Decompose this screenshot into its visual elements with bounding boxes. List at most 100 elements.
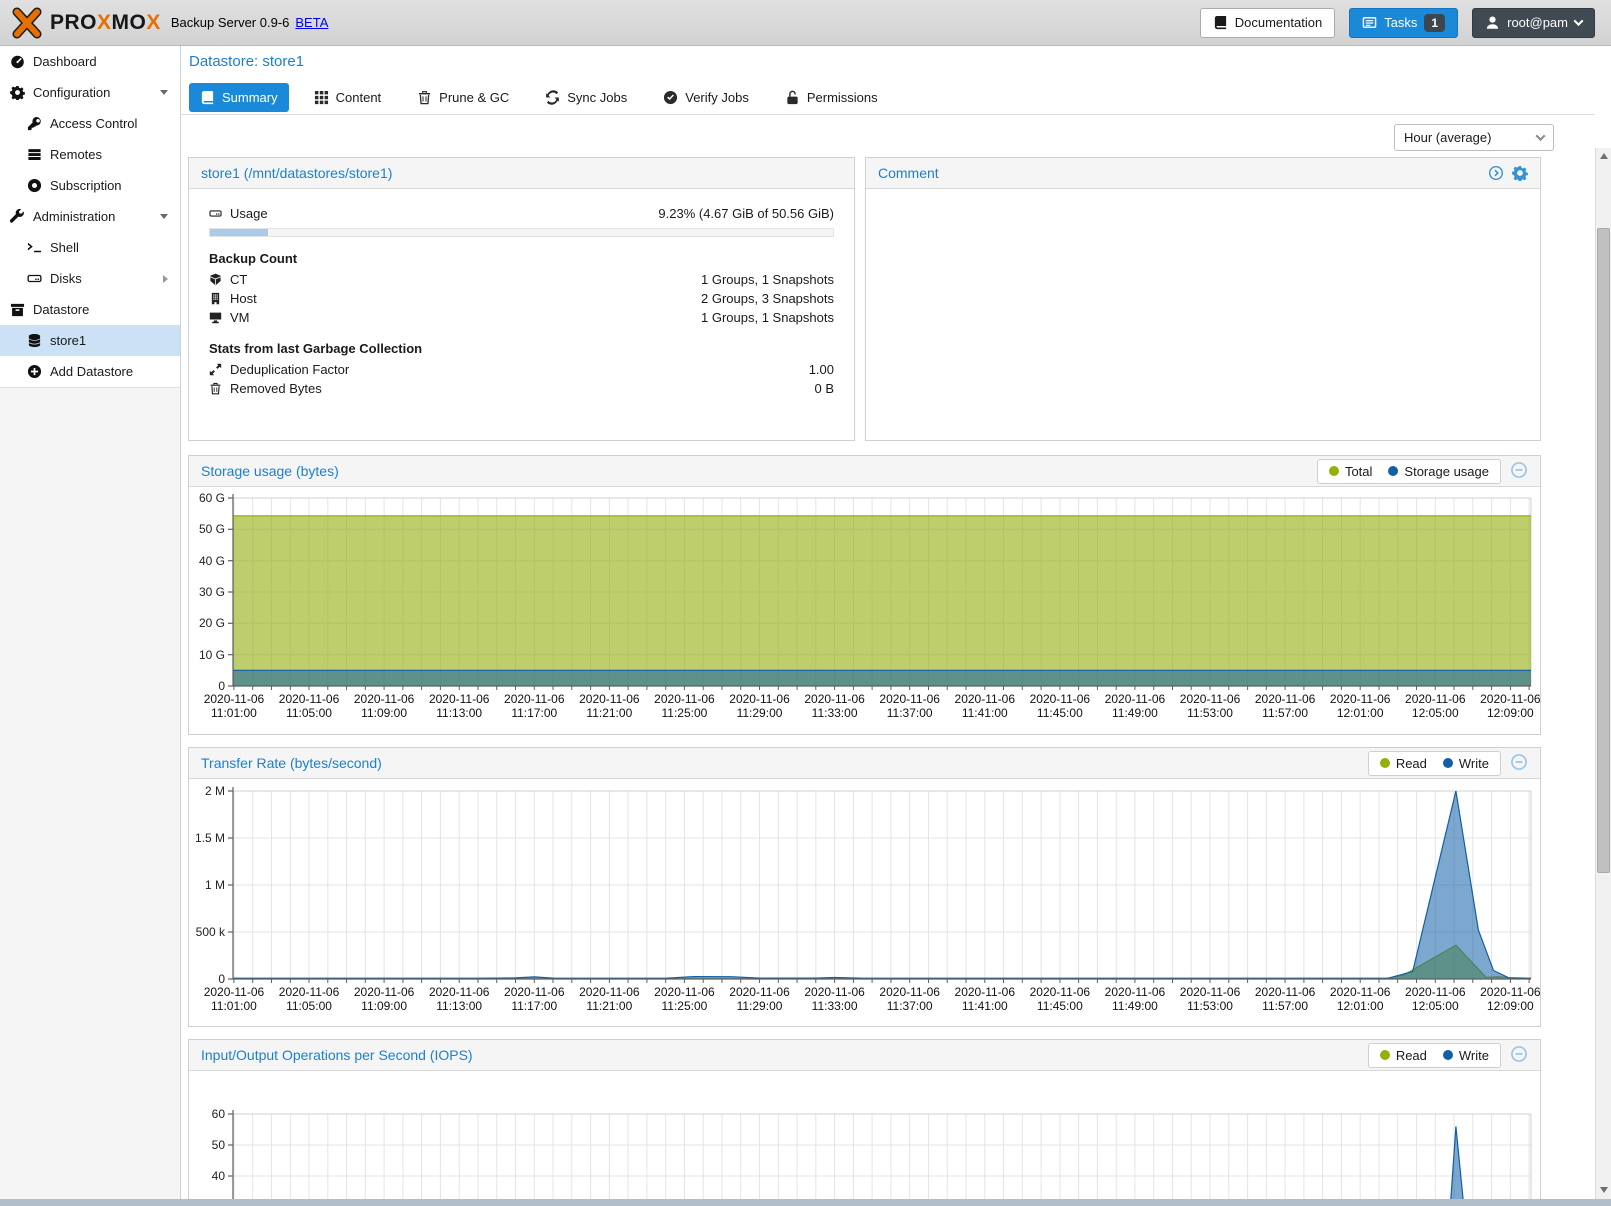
collapse-chart-button[interactable] xyxy=(1510,1045,1528,1066)
sidebar-item-subscription[interactable]: Subscription xyxy=(0,170,180,201)
x-axis-label: 2020-11-06 11:29:00 xyxy=(729,985,790,1013)
y-axis-label: 0 xyxy=(218,972,225,986)
x-axis-label: 2020-11-06 11:09:00 xyxy=(353,692,415,720)
tab-sync-jobs[interactable]: Sync Jobs xyxy=(534,83,638,112)
server-list-icon xyxy=(27,147,42,162)
legend-label: Read xyxy=(1395,755,1427,771)
tab-prune-gc[interactable]: Prune & GC xyxy=(406,83,520,112)
x-axis-label: 2020-11-06 11:05:00 xyxy=(278,985,340,1013)
sidebar: Dashboard Configuration Access Control R… xyxy=(0,46,181,1206)
tasks-count-badge: 1 xyxy=(1424,13,1446,32)
usage-progress-fill xyxy=(210,229,268,236)
bottom-edge-band xyxy=(0,1199,1611,1206)
vertical-scrollbar[interactable] xyxy=(1595,148,1611,1206)
tab-summary[interactable]: Summary xyxy=(189,83,289,112)
chart-legend: Read Write xyxy=(1367,750,1501,776)
tab-permissions[interactable]: Permissions xyxy=(774,83,889,112)
trash-icon xyxy=(417,90,432,105)
chart-title: Transfer Rate (bytes/second) xyxy=(201,755,382,771)
scroll-down-button[interactable] xyxy=(1596,1182,1611,1198)
proxmox-x-icon xyxy=(12,7,42,38)
store-summary-panel: store1 (/mnt/datastores/store1) Usage 9.… xyxy=(188,157,855,441)
y-axis-label: 50 G xyxy=(198,522,225,537)
y-axis-label: 1 M xyxy=(204,878,225,892)
user-menu-button[interactable]: root@pam xyxy=(1472,7,1595,38)
tab-bar-divider xyxy=(181,114,1595,115)
legend-item-read[interactable]: Read xyxy=(1379,1047,1427,1063)
chart-legend: Total Storage usage xyxy=(1316,458,1501,484)
x-axis-label: 2020-11-06 11:05:00 xyxy=(278,692,340,720)
sidebar-item-store1[interactable]: store1 xyxy=(0,325,180,356)
chart-panel-header: Transfer Rate (bytes/second) Read Write xyxy=(189,748,1540,779)
legend-item-storage-usage[interactable]: Storage usage xyxy=(1388,464,1489,479)
chevron-down-icon xyxy=(1535,131,1546,142)
legend-item-total[interactable]: Total xyxy=(1328,463,1373,479)
x-axis-label: 2020-11-06 11:37:00 xyxy=(879,985,940,1013)
documentation-button[interactable]: Documentation xyxy=(1199,7,1336,38)
tab-verify-jobs[interactable]: Verify Jobs xyxy=(652,83,760,112)
x-axis-label: 2020-11-06 11:41:00 xyxy=(954,985,1016,1013)
beta-link[interactable]: BETA xyxy=(295,15,329,30)
x-axis-label: 2020-11-06 11:21:00 xyxy=(579,985,640,1013)
desktop-icon xyxy=(209,311,222,324)
hdd-icon xyxy=(209,207,222,220)
sidebar-item-access-control[interactable]: Access Control xyxy=(0,108,180,139)
y-axis-label: 0 xyxy=(218,679,225,693)
collapse-chart-button[interactable] xyxy=(1510,461,1528,482)
tasks-button[interactable]: Tasks 1 xyxy=(1349,7,1459,38)
scroll-up-button[interactable] xyxy=(1596,148,1611,164)
sidebar-item-configuration[interactable]: Configuration xyxy=(0,77,180,108)
x-axis-label: 2020-11-06 11:49:00 xyxy=(1104,985,1166,1013)
tab-content[interactable]: Content xyxy=(303,83,393,112)
life-ring-icon xyxy=(27,178,42,193)
x-axis-label: 2020-11-06 11:13:00 xyxy=(428,985,490,1013)
legend-label: Read xyxy=(1395,1047,1427,1063)
comment-body[interactable] xyxy=(866,189,1540,439)
sidebar-item-datastore[interactable]: Datastore xyxy=(0,294,180,325)
x-axis-label: 2020-11-06 11:49:00 xyxy=(1104,692,1166,720)
time-range-select[interactable]: Hour (average) xyxy=(1394,124,1554,151)
x-axis-label: 2020-11-06 11:33:00 xyxy=(804,692,865,720)
y-axis-label: 40 xyxy=(211,1169,225,1183)
chart-plot xyxy=(228,1110,1532,1206)
legend-item-read[interactable]: Read xyxy=(1379,755,1427,771)
expand-caret-icon[interactable] xyxy=(163,274,168,283)
sidebar-item-shell[interactable]: Shell xyxy=(0,232,180,263)
x-axis-label: 2020-11-06 11:37:00 xyxy=(879,692,940,720)
x-axis-label: 2020-11-06 11:53:00 xyxy=(1179,985,1241,1013)
sidebar-item-administration[interactable]: Administration xyxy=(0,201,180,232)
user-icon xyxy=(1485,15,1500,30)
transfer-rate-chart: 2 M 1.5 M 1 M 500 k 0 2020-11-06 11:01:00 2020-… xyxy=(189,779,1540,1025)
storage-usage-chart: 60 G 50 G 40 G 30 G 20 G 10 G 0 2020-11-06 11:01… xyxy=(189,487,1540,733)
panel-title: Comment xyxy=(878,165,939,181)
gear-icon[interactable] xyxy=(1512,165,1528,181)
triangle-up-icon xyxy=(1599,153,1608,159)
grid-icon xyxy=(314,90,329,105)
x-axis-label: 2020-11-06 11:01:00 xyxy=(203,692,265,720)
comment-panel-header: Comment xyxy=(866,158,1540,189)
scrollbar-thumb[interactable] xyxy=(1597,228,1610,873)
x-axis-label: 2020-11-06 11:17:00 xyxy=(504,692,565,720)
x-axis-label: 2020-11-06 11:57:00 xyxy=(1254,692,1316,720)
usage-value: 9.23% (4.67 GiB of 50.56 GiB) xyxy=(658,205,834,221)
legend-item-write[interactable]: Write xyxy=(1442,756,1489,771)
arrow-circle-right-icon[interactable] xyxy=(1488,165,1504,181)
sidebar-item-add-datastore[interactable]: Add Datastore xyxy=(0,356,180,387)
sidebar-item-remotes[interactable]: Remotes xyxy=(0,139,180,170)
y-axis-label: 10 G xyxy=(198,647,225,662)
book-icon xyxy=(200,90,215,105)
collapse-chart-button[interactable] xyxy=(1510,753,1528,774)
hdd-icon xyxy=(27,271,42,286)
y-axis-label: 30 G xyxy=(198,585,225,599)
x-axis-label: 2020-11-06 12:09:00 xyxy=(1480,985,1540,1013)
sidebar-item-dashboard[interactable]: Dashboard xyxy=(0,46,180,77)
minus-circle-icon xyxy=(1510,1045,1528,1063)
legend-label: Total xyxy=(1344,463,1373,479)
sidebar-item-disks[interactable]: Disks xyxy=(0,263,180,294)
sync-icon xyxy=(545,90,560,105)
collapse-caret-icon[interactable] xyxy=(160,214,168,219)
x-axis-label: 2020-11-06 12:01:00 xyxy=(1329,985,1391,1013)
backup-count-title: Backup Count xyxy=(209,251,298,266)
collapse-caret-icon[interactable] xyxy=(160,90,168,95)
legend-item-write[interactable]: Write xyxy=(1442,1048,1489,1063)
